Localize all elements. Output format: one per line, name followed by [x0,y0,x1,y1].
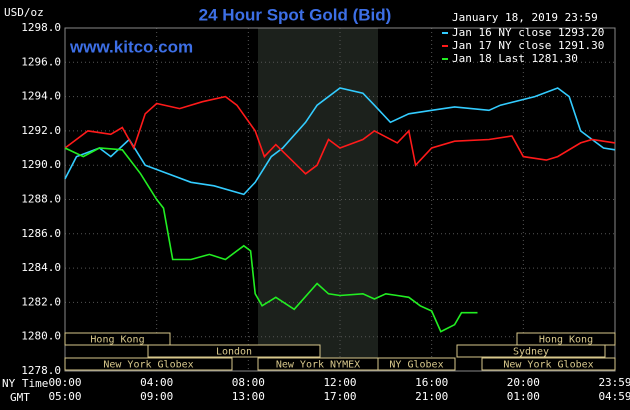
session-box [481,357,616,371]
y-tick-label: 1290.0 [21,158,61,171]
session-label: New York Globex [103,360,193,371]
x2-tick-label: 01:00 [507,390,540,403]
session-box [64,357,233,371]
y-tick-label: 1292.0 [21,124,61,137]
legend-label: Jan 18 Last 1281.30 [452,52,578,65]
x2-tick-label: 04:59 [598,390,630,403]
website: www.kitco.com [69,37,193,56]
y-tick-label: 1286.0 [21,227,61,240]
x-tick-label: 23:59 [598,376,630,389]
x-tick-label: 20:00 [507,376,540,389]
y-axis-label: USD/oz [4,6,44,19]
legend-label: Jan 17 NY close 1291.30 [452,39,604,52]
session-label: Sydney [513,347,549,358]
session-label: NY Globex [389,360,443,371]
x2-tick-label: 05:00 [48,390,81,403]
y-tick-label: 1298.0 [21,21,61,34]
legend-label: Jan 16 NY close 1293.20 [452,26,604,39]
y-tick-label: 1296.0 [21,55,61,68]
x2-tick-label: 09:00 [140,390,173,403]
plot-frame [64,27,616,372]
y-tick-label: 1284.0 [21,261,61,274]
series-line [64,87,616,196]
x2-tick-label: 21:00 [415,390,448,403]
session-box [64,332,171,346]
series-line [64,95,616,175]
x-axis-label: NY Time [2,377,48,390]
y-tick-label: 1288.0 [21,193,61,206]
series-line [64,147,478,333]
y-tick-label: 1278.0 [21,364,61,377]
x2-axis-label: GMT [10,391,30,404]
session-box [147,344,321,358]
timestamp: January 18, 2019 23:59 [452,11,598,24]
y-tick-label: 1282.0 [21,295,61,308]
y-tick-label: 1280.0 [21,330,61,343]
y-tick-label: 1294.0 [21,90,61,103]
session-label: Hong Kong [539,335,593,346]
x-tick-label: 16:00 [415,376,448,389]
session-label: Hong Kong [90,335,144,346]
session-label: New York Globex [503,360,593,371]
x-tick-label: 08:00 [232,376,265,389]
session-label: New York NYMEX [276,360,360,371]
x-tick-label: 12:00 [323,376,356,389]
session-label: London [216,347,252,358]
session-box [456,344,606,358]
x-tick-label: 00:00 [48,376,81,389]
chart-title: 24 Hour Spot Gold (Bid) [199,5,392,24]
x-tick-label: 04:00 [140,376,173,389]
x2-tick-label: 17:00 [323,390,356,403]
session-box [377,357,456,371]
x2-tick-label: 13:00 [232,390,265,403]
